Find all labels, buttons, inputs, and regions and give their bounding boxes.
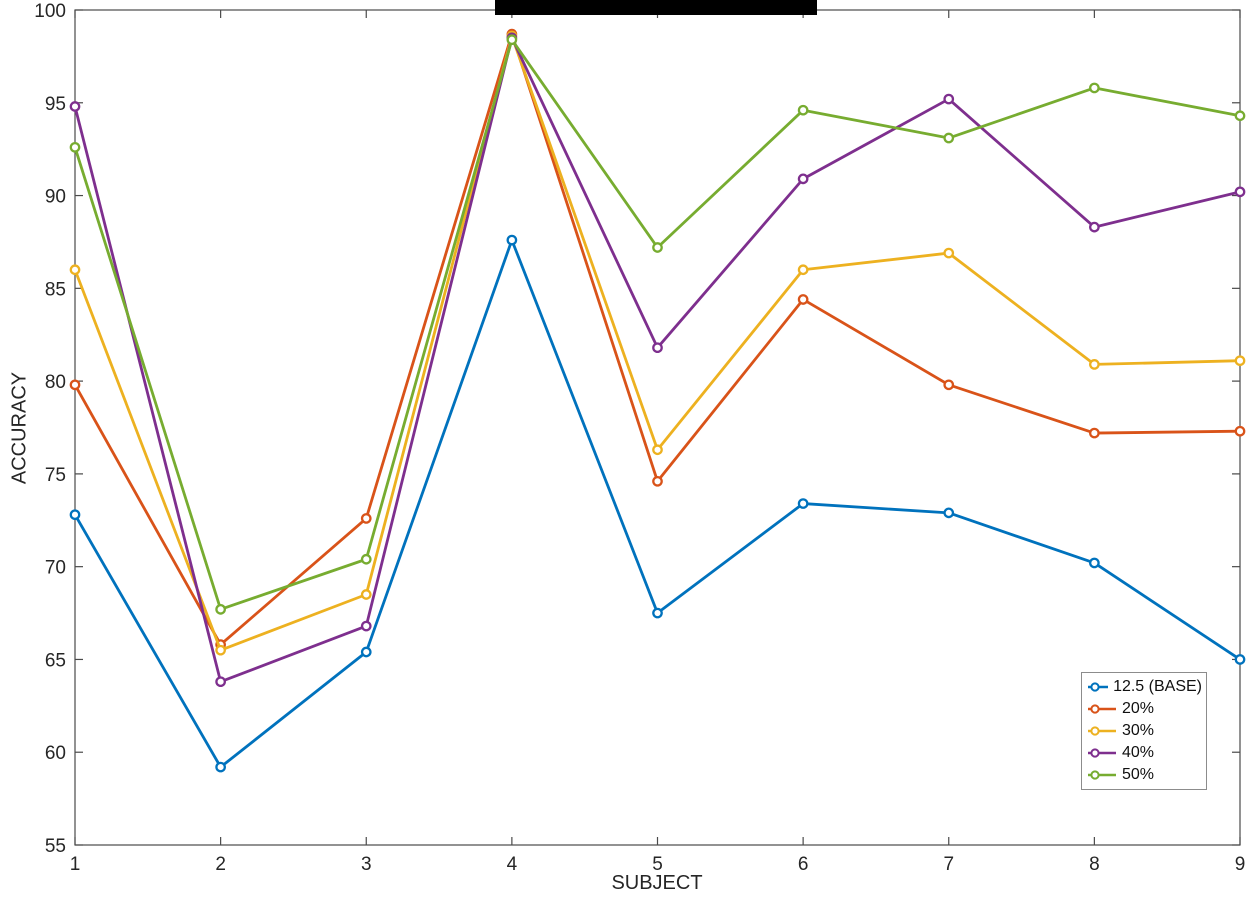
series-marker-30% — [360, 589, 372, 600]
y-tick-label: 75 — [45, 465, 66, 486]
series-marker-20% — [943, 379, 955, 391]
x-tick-label: 5 — [652, 854, 663, 875]
y-tick-label: 95 — [45, 94, 66, 115]
series-marker-50% — [797, 104, 809, 116]
legend-line-sample — [1088, 748, 1116, 758]
series-marker-12.5 (BASE) — [215, 761, 226, 773]
x-tick-label: 6 — [798, 854, 809, 875]
legend-line-sample — [1088, 704, 1116, 714]
series-marker-50% — [943, 132, 955, 144]
series-marker-20% — [69, 379, 81, 391]
series-marker-30% — [1089, 359, 1100, 370]
series-marker-50% — [215, 603, 226, 615]
series-marker-12.5 (BASE) — [360, 646, 372, 658]
legend: 12.5 (BASE) 20% 30% 40% 50% — [1081, 672, 1207, 790]
x-axis-label: SUBJECT — [611, 872, 703, 894]
series-marker-12.5 (BASE) — [797, 498, 809, 509]
x-tick-label: 4 — [507, 854, 518, 875]
series-marker-40% — [1089, 221, 1100, 233]
legend-line-sample — [1088, 682, 1109, 692]
series-line-12.5 (BASE) — [73, 238, 1242, 769]
y-tick-label: 90 — [45, 187, 66, 208]
series-marker-12.5 (BASE) — [652, 607, 663, 619]
legend-line-sample — [1088, 770, 1116, 780]
series-marker-12.5 (BASE) — [506, 234, 518, 246]
y-tick-label: 65 — [45, 650, 66, 671]
series-marker-40% — [652, 342, 663, 354]
legend-item-40%: 40% — [1087, 743, 1202, 764]
series-marker-30% — [652, 444, 663, 456]
series-marker-20% — [652, 475, 663, 487]
series-marker-40% — [69, 101, 81, 112]
series-marker-20% — [797, 294, 809, 305]
x-tick-label: 8 — [1089, 854, 1100, 875]
series-marker-50% — [1234, 110, 1246, 122]
series-line-40% — [73, 36, 1242, 684]
y-tick-label: 80 — [45, 372, 66, 393]
y-tick-label: 60 — [45, 743, 66, 764]
series-marker-40% — [943, 93, 955, 105]
legend-label: 40% — [1122, 744, 1155, 761]
series-marker-40% — [360, 620, 372, 632]
series-marker-12.5 (BASE) — [1234, 654, 1246, 665]
series-marker-50% — [1089, 82, 1100, 94]
series-marker-50% — [360, 553, 372, 565]
y-tick-label: 55 — [45, 836, 66, 857]
x-tick-label: 9 — [1235, 854, 1246, 875]
series-marker-40% — [1234, 186, 1246, 198]
series-line-50% — [73, 38, 1242, 611]
legend-item-12.5 (BASE): 12.5 (BASE) — [1087, 677, 1202, 698]
legend-item-50%: 50% — [1087, 765, 1202, 786]
plot-box — [74, 9, 1241, 846]
series-marker-20% — [1234, 425, 1246, 437]
series-marker-30% — [69, 264, 81, 276]
series-marker-12.5 (BASE) — [69, 509, 81, 521]
series-marker-50% — [69, 141, 81, 153]
series-marker-40% — [797, 173, 809, 185]
series-marker-30% — [215, 644, 226, 656]
legend-line-sample — [1088, 726, 1116, 736]
series-marker-20% — [360, 513, 372, 524]
series-marker-12.5 (BASE) — [1089, 557, 1100, 569]
legend-label: 50% — [1122, 766, 1155, 783]
redacted-title-bar — [495, 0, 817, 15]
y-tick-label: 100 — [34, 1, 66, 22]
x-tick-label: 3 — [361, 854, 372, 875]
legend-item-30%: 30% — [1087, 721, 1202, 742]
series-marker-12.5 (BASE) — [943, 507, 955, 519]
x-tick-label: 1 — [70, 854, 81, 875]
x-tick-label: 7 — [943, 854, 954, 875]
series-marker-30% — [1234, 355, 1246, 367]
y-axis-label: ACCURACY — [8, 371, 31, 485]
series-marker-20% — [1089, 427, 1100, 439]
legend-label: 30% — [1122, 722, 1155, 739]
series-marker-40% — [215, 676, 226, 688]
x-tick-label: 2 — [215, 854, 226, 875]
series-marker-30% — [797, 264, 809, 276]
series-marker-50% — [652, 242, 663, 253]
series-marker-30% — [943, 247, 955, 259]
y-tick-label: 70 — [45, 558, 66, 579]
legend-label: 20% — [1122, 700, 1155, 717]
legend-label: 12.5 (BASE) — [1113, 678, 1202, 695]
legend-item-20%: 20% — [1087, 699, 1202, 720]
series-marker-50% — [506, 34, 518, 46]
y-tick-label: 85 — [45, 279, 66, 300]
